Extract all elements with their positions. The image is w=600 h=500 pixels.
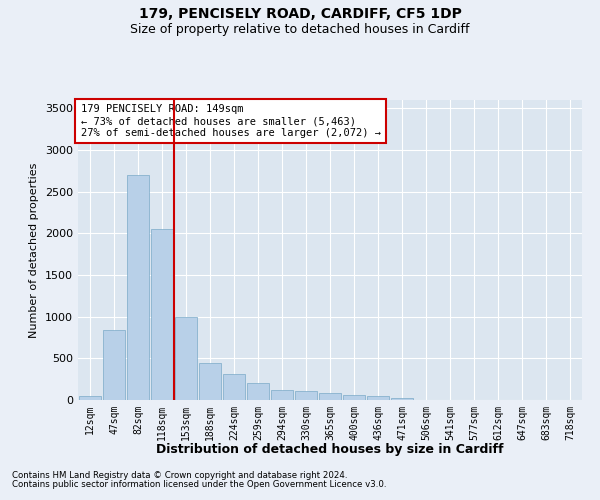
Bar [271,390,293,400]
Y-axis label: Number of detached properties: Number of detached properties [29,162,40,338]
Bar [79,396,101,400]
Bar [151,229,173,400]
Bar [391,398,413,400]
Text: Size of property relative to detached houses in Cardiff: Size of property relative to detached ho… [130,22,470,36]
Text: 179, PENCISELY ROAD, CARDIFF, CF5 1DP: 179, PENCISELY ROAD, CARDIFF, CF5 1DP [139,8,461,22]
Bar [343,396,365,400]
Text: Contains HM Land Registry data © Crown copyright and database right 2024.: Contains HM Land Registry data © Crown c… [12,471,347,480]
Bar [199,364,221,400]
Text: 179 PENCISELY ROAD: 149sqm
← 73% of detached houses are smaller (5,463)
27% of s: 179 PENCISELY ROAD: 149sqm ← 73% of deta… [80,104,380,138]
Bar [103,330,125,400]
Text: Distribution of detached houses by size in Cardiff: Distribution of detached houses by size … [156,442,504,456]
Bar [223,374,245,400]
Bar [127,175,149,400]
Bar [295,391,317,400]
Bar [367,396,389,400]
Bar [175,316,197,400]
Text: Contains public sector information licensed under the Open Government Licence v3: Contains public sector information licen… [12,480,386,489]
Bar [319,393,341,400]
Bar [247,384,269,400]
